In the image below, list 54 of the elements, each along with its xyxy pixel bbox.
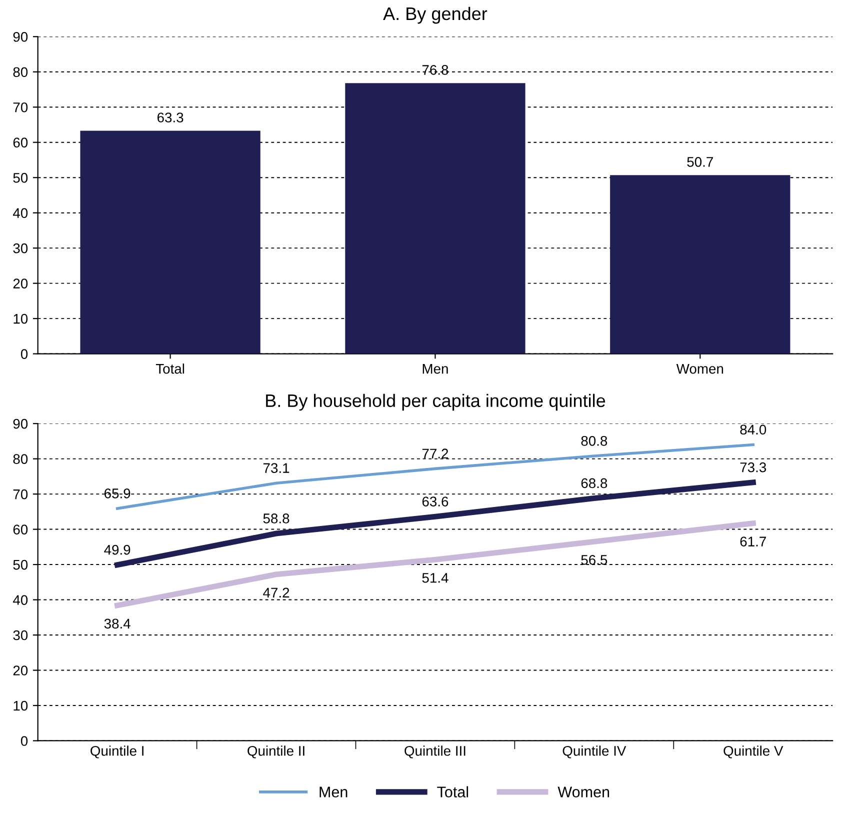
y-tick-label: 30 (13, 630, 28, 640)
data-label: 58.8 (263, 514, 290, 524)
x-tick-label: Quintile II (248, 746, 304, 758)
y-tick-label: 60 (13, 524, 28, 534)
data-label: 80.8 (581, 436, 608, 446)
chart-title: A. By gender (383, 6, 488, 24)
legend-label: Total (437, 786, 468, 798)
y-tick-label: 80 (13, 454, 28, 464)
data-label: 56.5 (581, 554, 608, 565)
data-label: 50.7 (687, 156, 713, 167)
legend-label: Women (558, 786, 610, 798)
data-label: 73.3 (740, 462, 766, 472)
data-label: 38.4 (104, 618, 130, 629)
x-tick-label: Women (676, 364, 724, 374)
data-label: 47.2 (263, 588, 290, 598)
x-tick-label: Quintile I (90, 746, 144, 758)
data-label: 76.8 (422, 65, 448, 75)
bar (345, 83, 526, 354)
data-label: 68.8 (581, 478, 608, 488)
y-tick-label: 60 (13, 138, 28, 148)
x-tick-label: Quintile III (404, 746, 466, 758)
data-label: 77.2 (422, 448, 448, 458)
y-tick-label: 90 (13, 32, 28, 42)
data-label: 61.7 (740, 536, 766, 546)
y-tick-label: 70 (13, 102, 28, 112)
x-tick-label: Men (422, 364, 448, 374)
y-tick-label: 90 (13, 418, 28, 429)
y-tick-label: 50 (13, 172, 28, 183)
bar (610, 175, 790, 354)
y-tick-label: 20 (13, 278, 28, 288)
y-tick-label: 10 (14, 314, 28, 324)
y-tick-label: 10 (14, 700, 28, 711)
data-label: 63.6 (422, 496, 448, 506)
x-tick-label: Quintile V (724, 746, 784, 758)
y-tick-label: 40 (12, 208, 28, 218)
y-tick-label: 50 (13, 560, 28, 570)
bar (80, 130, 260, 354)
chart-title: B. By household per capita income quintile (266, 394, 606, 411)
y-tick-label: 20 (13, 666, 28, 676)
x-tick-label: Quintile IV (562, 746, 626, 758)
data-label: 84.0 (740, 424, 766, 435)
y-tick-label: 30 (13, 243, 28, 254)
y-tick-label: 80 (13, 67, 28, 78)
data-label: 49.9 (104, 544, 130, 555)
y-tick-label: 0 (20, 736, 28, 746)
data-label: 51.4 (422, 573, 448, 583)
data-label: 63.3 (157, 112, 184, 122)
y-tick-label: 40 (12, 595, 28, 605)
data-label: 65.9 (104, 488, 130, 498)
y-tick-label: 0 (20, 349, 28, 359)
y-tick-label: 70 (13, 489, 28, 500)
data-label: 73.1 (263, 463, 290, 473)
x-tick-label: Total (156, 364, 184, 374)
legend-label: Men (320, 786, 348, 798)
